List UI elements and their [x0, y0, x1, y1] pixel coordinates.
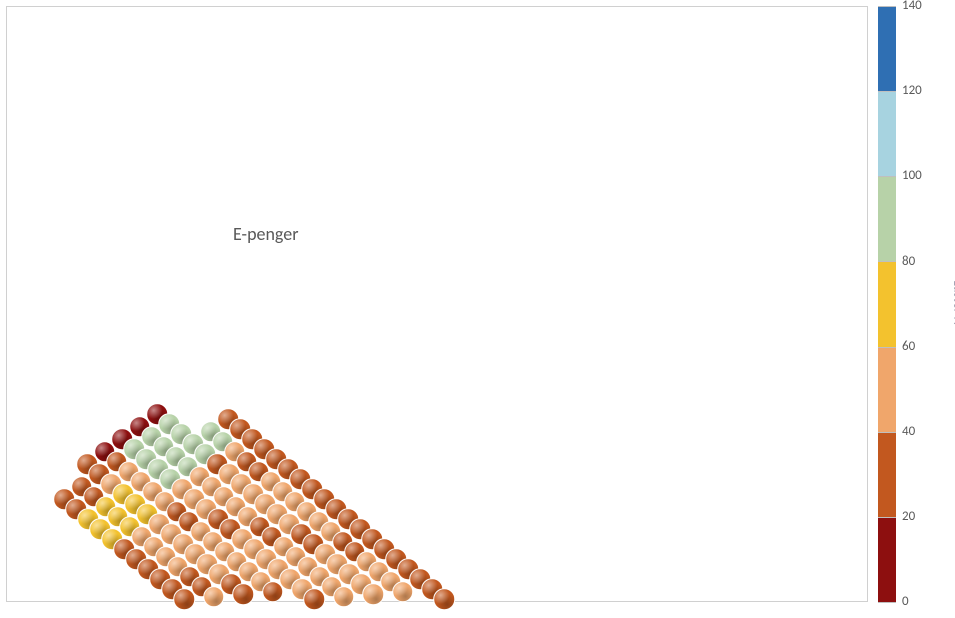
colorbar-segment — [878, 517, 896, 602]
data-point — [433, 588, 455, 610]
data-point — [232, 583, 254, 605]
colorbar-segment — [878, 261, 896, 346]
colorbar-tick-label: 80 — [902, 254, 915, 269]
colorbar-tick — [878, 347, 896, 348]
colorbar-segment — [878, 347, 896, 432]
plot-frame: E-penger — [6, 6, 868, 602]
colorbar-tick — [878, 432, 896, 433]
data-point — [333, 586, 355, 608]
colorbar-tick — [878, 261, 896, 262]
colorbar-tick — [878, 602, 896, 603]
scatter-plot — [7, 7, 867, 601]
colorbar-segment — [878, 176, 896, 261]
colorbar-segment — [878, 432, 896, 517]
colorbar-tick-label: 60 — [902, 339, 915, 354]
data-point — [203, 586, 225, 608]
colorbar: 020406080100120140 — [878, 6, 896, 602]
data-point — [262, 581, 284, 603]
data-point — [303, 588, 325, 610]
colorbar-tick-label: 100 — [902, 168, 922, 183]
colorbar-tick-label: 20 — [902, 509, 915, 524]
colorbar-tick-label: 0 — [902, 594, 909, 609]
data-point — [173, 588, 195, 610]
plot-title: E-penger — [233, 223, 299, 245]
chart-stage: E-penger 020406080100120140 LastCMV — [0, 0, 955, 618]
colorbar-segment — [878, 91, 896, 176]
colorbar-segment — [878, 6, 896, 91]
colorbar-title: LastCMV — [951, 281, 955, 328]
data-point — [362, 583, 384, 605]
colorbar-tick-label: 40 — [902, 424, 915, 439]
colorbar-tick-label: 140 — [902, 0, 922, 13]
colorbar-tick — [878, 91, 896, 92]
data-point — [392, 581, 414, 603]
colorbar-tick-label: 120 — [902, 83, 922, 98]
colorbar-tick — [878, 517, 896, 518]
colorbar-tick — [878, 6, 896, 7]
colorbar-tick — [878, 176, 896, 177]
